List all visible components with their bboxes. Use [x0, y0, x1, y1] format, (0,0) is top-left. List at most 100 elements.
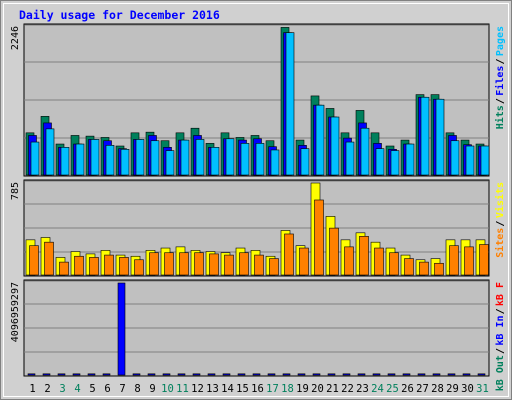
legend-entry: Visits: [494, 182, 506, 218]
bar-pages: [360, 127, 370, 176]
legend-entry: kB In: [495, 316, 506, 346]
bar-pages: [465, 145, 475, 176]
bar-pages: [285, 32, 295, 176]
bar-sites: [239, 252, 249, 276]
bar-kb-in: [42, 373, 51, 376]
bar-pages: [105, 145, 115, 176]
bar-pages: [270, 149, 280, 176]
x-tick-label: 16: [251, 383, 264, 395]
x-tick-label: 8: [134, 383, 140, 395]
x-tick-label: 15: [236, 383, 249, 395]
bar-sites: [464, 246, 474, 276]
bar-sites: [224, 254, 234, 276]
x-tick-label: 12: [191, 383, 204, 395]
bar-pages: [240, 143, 250, 176]
y-max-label: 785: [10, 182, 21, 200]
bar-sites: [59, 261, 69, 276]
legend: Visits /Sites: [494, 182, 506, 258]
x-tick-label: 10: [161, 383, 174, 395]
bar-pages: [390, 150, 400, 176]
x-tick-label: 5: [89, 383, 95, 395]
x-tick-label: 26: [401, 383, 414, 395]
bar-sites: [74, 255, 84, 276]
legend-entry: Hits: [494, 105, 506, 129]
bar-kb-in: [162, 373, 171, 376]
bar-pages: [435, 98, 445, 176]
x-tick-label: 9: [149, 383, 155, 395]
bar-pages: [90, 139, 100, 176]
bar-kb-in: [327, 373, 336, 376]
x-tick-label: 22: [341, 383, 354, 395]
bar-sites: [104, 254, 114, 276]
bar-sites: [344, 246, 354, 276]
bar-sites: [329, 227, 339, 276]
kbytes-panel: 4096959297 kB F/kB In/kB Out: [10, 279, 506, 391]
bar-kb-in: [222, 373, 231, 376]
bar-kb-in: [342, 373, 351, 376]
bar-sites: [149, 252, 159, 276]
bar-kb-in: [432, 373, 441, 376]
bar-sites: [269, 258, 279, 276]
bar-kb-in: [402, 373, 411, 376]
bar-pages: [60, 147, 70, 176]
bar-pages: [45, 128, 55, 176]
bar-sites: [404, 258, 414, 276]
bar-kb-in: [177, 373, 186, 376]
bar-pages: [255, 143, 265, 176]
x-tick-label: 19: [296, 383, 309, 395]
bar-pages: [225, 138, 235, 176]
bar-sites: [374, 247, 384, 276]
x-tick-label: 14: [221, 383, 234, 395]
bar-kb-in: [117, 282, 126, 376]
x-tick-label: 11: [176, 383, 189, 395]
x-tick-label: 2: [44, 383, 50, 395]
x-tick-label: 21: [326, 383, 339, 395]
bar-sites: [119, 257, 129, 276]
bar-pages: [375, 148, 385, 176]
chart-title: Daily usage for December 2016: [19, 8, 220, 22]
bar-pages: [315, 104, 325, 176]
x-tick-label: 27: [416, 383, 429, 395]
x-tick-label: 3: [59, 383, 65, 395]
legend-entry: Pages: [495, 26, 506, 56]
bar-kb-in: [252, 373, 261, 376]
x-tick-label: 30: [461, 383, 474, 395]
bar-kb-in: [372, 373, 381, 376]
bar-pages: [120, 149, 130, 176]
bar-kb-in: [417, 373, 426, 376]
x-tick-label: 4: [74, 383, 80, 395]
bar-sites: [449, 245, 459, 276]
bar-kb-in: [87, 373, 96, 376]
legend-entry: /: [495, 221, 506, 227]
bar-sites: [419, 261, 429, 276]
bar-sites: [479, 244, 489, 276]
bar-sites: [314, 199, 324, 276]
x-tick-label: 18: [281, 383, 294, 395]
bar-kb-in: [237, 373, 246, 376]
x-tick-label: 29: [446, 383, 459, 395]
bar-pages: [180, 139, 190, 176]
x-tick-label: 23: [356, 383, 369, 395]
legend-entry: /: [495, 308, 506, 314]
x-tick-label: 13: [206, 383, 219, 395]
bar-sites: [134, 259, 144, 276]
legend: Pages/Files/Hits: [494, 26, 506, 129]
bar-kb-in: [477, 373, 486, 376]
bar-sites: [89, 257, 99, 276]
bar-pages: [195, 139, 205, 176]
legend-entry: Files: [494, 66, 506, 96]
legend-entry: Sites: [494, 228, 506, 258]
bar-sites: [179, 252, 189, 276]
bar-pages: [330, 116, 340, 176]
x-axis: 1 2 3 4 5 6 7 8 9 10 11 12 13 14 15 16 17 18 19 20 21 22 23 24 2…: [29, 383, 488, 395]
bar-sites: [254, 254, 264, 276]
visits-sites-panel: 785 Visits /Sites: [10, 179, 506, 277]
y-max-label: 4096959297: [10, 282, 21, 342]
hits-files-pages-panel: 2246 Pages/Files/Hits: [10, 23, 506, 177]
bar-pages: [150, 140, 160, 176]
bar-kb-in: [147, 373, 156, 376]
bar-kb-in: [102, 373, 111, 376]
x-tick-label: 1: [29, 383, 35, 395]
